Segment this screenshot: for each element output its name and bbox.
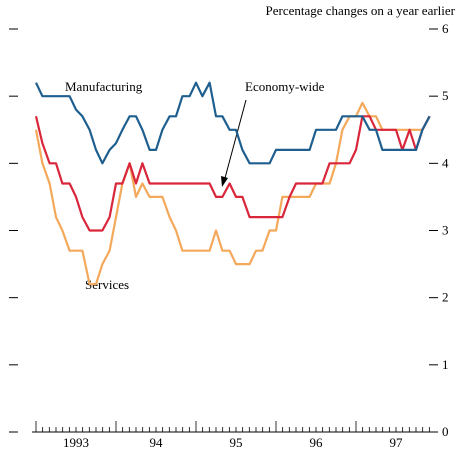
series-line — [35, 81, 431, 165]
y-tick-label: 6 — [442, 21, 449, 36]
arrow — [224, 99, 247, 179]
series-label: Manufacturing — [65, 79, 143, 94]
series-line — [34, 101, 431, 286]
y-tick-label: 4 — [442, 155, 449, 170]
y-tick-label: 3 — [442, 222, 449, 237]
y-tick-label: 0 — [442, 424, 449, 439]
y-tick-label: 1 — [442, 357, 449, 372]
chart-subtitle: Percentage changes on a year earlier — [266, 3, 456, 18]
x-tick-label: 94 — [150, 435, 164, 450]
x-tick-label: 97 — [390, 435, 404, 450]
series-label: Economy-wide — [245, 79, 325, 94]
arrow-head — [221, 176, 228, 187]
x-tick-label: 1993 — [63, 435, 89, 450]
y-tick-label: 2 — [442, 290, 449, 305]
y-tick-label: 5 — [442, 88, 449, 103]
x-tick-label: 95 — [230, 435, 243, 450]
series-line — [34, 115, 431, 232]
x-tick-label: 96 — [310, 435, 324, 450]
